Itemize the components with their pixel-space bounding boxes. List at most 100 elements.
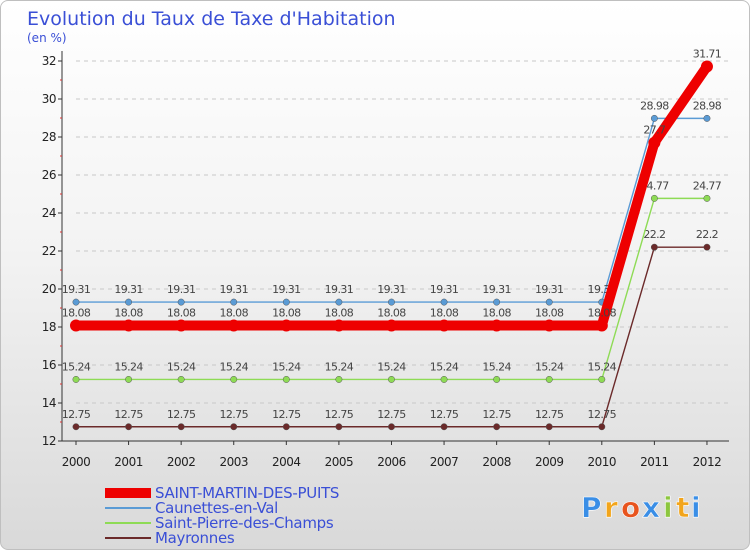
legend: SAINT-MARTIN-DES-PUITSCaunettes-en-ValSa…: [105, 484, 339, 547]
y-tick-label: 14: [42, 396, 56, 410]
data-point: [440, 423, 448, 431]
data-label: 15.24: [272, 360, 301, 373]
data-point: [700, 60, 713, 73]
data-label: 19.31: [114, 283, 143, 296]
data-label: 19.31: [535, 283, 564, 296]
data-label: 18.08: [535, 306, 564, 319]
data-point: [280, 319, 293, 332]
logo-letter: i: [663, 491, 673, 524]
data-label: 18.08: [272, 306, 301, 319]
x-tick-label: 2008: [482, 455, 511, 469]
data-label: 27.7: [643, 124, 666, 137]
data-point: [438, 319, 451, 332]
logo-letter: o: [621, 491, 640, 524]
data-label: 15.24: [535, 360, 564, 373]
data-point: [72, 298, 80, 306]
logo-letter: P: [581, 491, 602, 524]
data-label: 12.75: [482, 408, 511, 421]
data-point: [227, 319, 240, 332]
chart-title: Evolution du Taux de Taxe d'Habitation: [27, 8, 396, 30]
data-point: [650, 114, 658, 122]
data-label: 18.08: [62, 306, 91, 319]
logo-letter: t: [676, 491, 689, 524]
data-point: [493, 375, 501, 383]
data-label: 22.2: [696, 228, 718, 241]
x-tick-label: 2007: [430, 455, 459, 469]
y-tick-label: 26: [42, 168, 56, 182]
data-point: [72, 375, 80, 383]
x-tick-label: 2012: [693, 455, 722, 469]
data-point: [440, 298, 448, 306]
data-point: [385, 319, 398, 332]
data-label: 18.08: [167, 306, 196, 319]
x-tick-label: 2004: [272, 455, 301, 469]
y-tick-label: 24: [42, 206, 56, 220]
data-label: 18.08: [588, 306, 617, 319]
legend-label: Saint-Pierre-des-Champs: [155, 514, 334, 532]
data-label: 19.31: [62, 283, 91, 296]
data-label: 15.24: [167, 360, 196, 373]
data-label: 28.98: [640, 99, 669, 112]
data-point: [493, 423, 501, 431]
data-label: 18.08: [377, 306, 406, 319]
y-tick-label: 22: [42, 244, 56, 258]
x-tick-label: 2009: [535, 455, 564, 469]
data-point: [122, 319, 135, 332]
x-tick-label: 2010: [588, 455, 617, 469]
data-point: [282, 423, 290, 431]
x-tick-label: 2006: [377, 455, 406, 469]
data-point: [125, 298, 133, 306]
data-point: [72, 423, 80, 431]
data-point: [545, 423, 553, 431]
x-tick-label: 2005: [325, 455, 354, 469]
data-label: 12.75: [535, 408, 564, 421]
data-point: [282, 375, 290, 383]
y-tick-label: 12: [42, 434, 56, 448]
data-label: 12.75: [325, 408, 354, 421]
data-point: [703, 243, 711, 251]
data-point: [230, 423, 238, 431]
data-point: [230, 375, 238, 383]
data-point: [388, 375, 395, 383]
data-label: 19.31: [167, 283, 196, 296]
data-label: 18.08: [114, 306, 143, 319]
data-point: [175, 319, 188, 332]
data-label: 19.31: [482, 283, 511, 296]
data-point: [598, 423, 606, 431]
data-point: [650, 243, 658, 251]
data-point: [388, 298, 395, 306]
data-label: 12.75: [377, 408, 406, 421]
logo-letter: r: [604, 491, 618, 524]
y-tick-label: 28: [42, 130, 56, 144]
data-point: [125, 375, 133, 383]
data-label: 24.77: [693, 179, 722, 192]
y-tick-label: 18: [42, 320, 56, 334]
data-label: 15.24: [62, 360, 91, 373]
series-saint-pierre-des-champs: 15.24 15.24 15.24 15.24 15.24 15.24 15.24 15.24…: [62, 179, 722, 383]
data-label: 22.2: [643, 228, 665, 241]
data-label: 15.24: [114, 360, 143, 373]
y-tick-label: 16: [42, 358, 56, 372]
data-point: [177, 423, 185, 431]
data-point: [543, 319, 556, 332]
x-tick-label: 2011: [640, 455, 669, 469]
data-point: [332, 319, 345, 332]
data-label: 19.31: [377, 283, 406, 296]
series-mayronnes: 12.75 12.75 12.75 12.75 12.75 12.75 12.75 12.75…: [62, 228, 719, 431]
y-tick-label: 20: [42, 282, 56, 296]
legend-label: Caunettes-en-Val: [155, 499, 278, 517]
data-point: [388, 423, 395, 431]
data-label: 15.24: [325, 360, 354, 373]
data-point: [282, 298, 290, 306]
data-point: [177, 375, 185, 383]
data-label: 19.31: [430, 283, 459, 296]
data-label: 15.24: [482, 360, 511, 373]
y-tick-label: 30: [42, 92, 56, 106]
data-label: 15.24: [430, 360, 459, 373]
data-point: [440, 375, 448, 383]
x-tick-label: 2002: [167, 455, 196, 469]
x-tick-label: 2000: [62, 455, 91, 469]
data-point: [230, 298, 238, 306]
